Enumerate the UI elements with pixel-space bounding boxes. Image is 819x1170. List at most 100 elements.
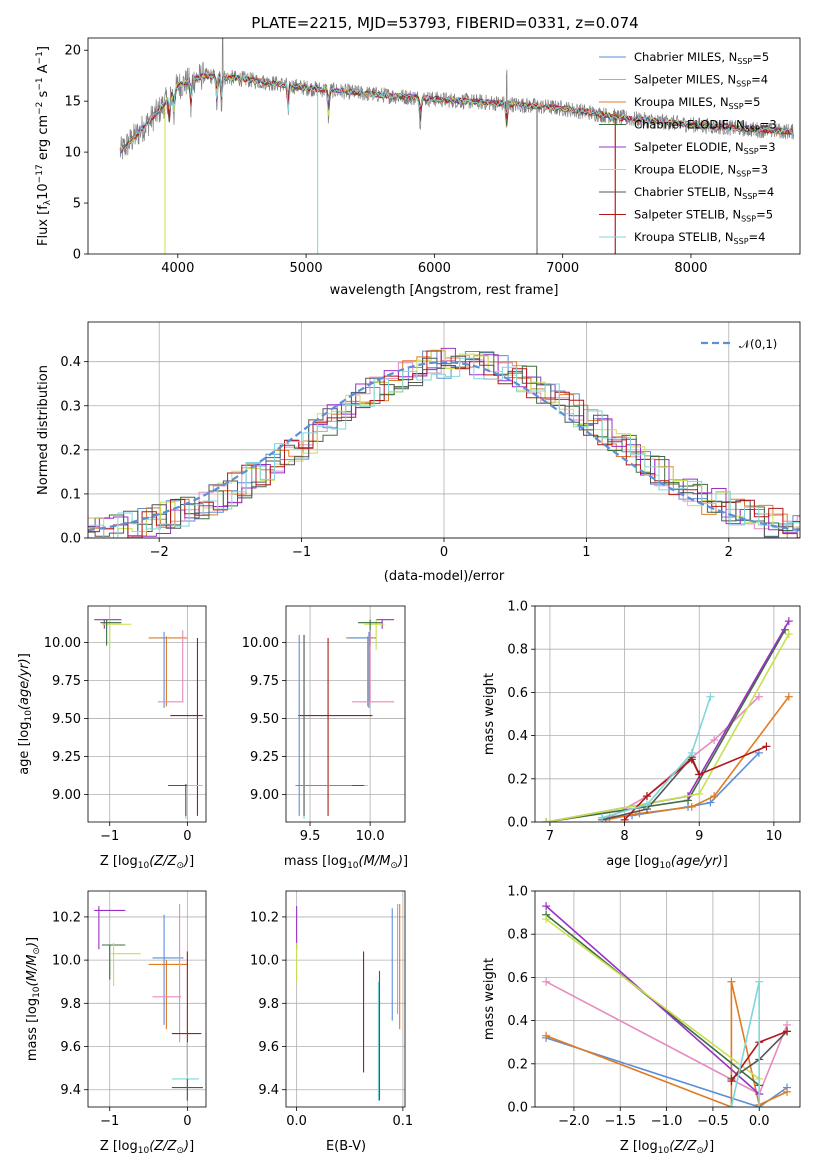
y-tick-label: 0.2 (60, 443, 81, 458)
x-tick-label: 0.0 (749, 1114, 770, 1129)
y-tick-label: 9.6 (60, 1040, 81, 1055)
axes-frame (87, 890, 207, 1108)
y-tick-label: 1.0 (507, 600, 528, 615)
y-tick-label: 0.0 (507, 816, 528, 831)
massweight-series-line (546, 620, 790, 822)
legend-entry: Kroupa ELODIE, NSSP=3 (634, 163, 768, 179)
legend-entry: Chabrier MILES, NSSP=5 (634, 50, 769, 66)
x-tick-label: −1 (100, 1114, 119, 1129)
y-tick-label: 0.2 (507, 772, 528, 787)
model-fit-line (122, 72, 793, 148)
y-tick-label: 9.00 (250, 788, 279, 803)
legend-entry: Kroupa MILES, NSSP=5 (634, 95, 760, 111)
y-tick-label: 10.00 (44, 636, 81, 651)
plot-mass-vs-ebv: 0.0 0.1 9.4 9.6 9.8 10.0 10.2 E(B-V) (250, 890, 414, 1154)
x-tick-label: −0.5 (697, 1114, 729, 1129)
x-tick-label: −1.0 (651, 1114, 683, 1129)
plot-area (94, 619, 203, 819)
x-tick-label: −2.0 (558, 1114, 590, 1129)
y-axis-label: mass [log10(M/M⊙)] (25, 937, 42, 1061)
plot-spectrum: 4000 5000 6000 7000 8000 0 5 10 15 20 wavelength [… (35, 37, 801, 298)
x-axis-label: wavelength [Angstrom, rest frame] (330, 283, 559, 298)
x-tick-label: −2 (150, 545, 169, 560)
plot-area (88, 347, 800, 538)
y-axis-label: mass weight (482, 673, 497, 755)
y-tick-label: 0.6 (507, 686, 528, 701)
x-tick-label: 0 (183, 1114, 191, 1129)
figure-title: PLATE=2215, MJD=53793, FIBERID=0331, z=0… (251, 14, 638, 32)
y-tick-label: 20 (64, 44, 81, 59)
y-tick-label: 0.4 (507, 729, 528, 744)
legend-entry: 𝒩(0,1) (739, 337, 777, 351)
x-axis-label: Z [log10(Z/Z⊙)] (100, 1139, 194, 1156)
x-tick-label: 10.0 (356, 829, 385, 844)
x-tick-label: 10 (766, 829, 783, 844)
x-tick-label: 5000 (290, 261, 323, 276)
x-tick-label: 0.0 (286, 1114, 307, 1129)
x-tick-label: −1 (292, 545, 311, 560)
plot-age-vs-mass: 9.5 10.0 9.00 9.25 9.50 9.75 10.00 mass [log10(… (242, 605, 408, 871)
y-tick-label: 9.75 (52, 674, 81, 689)
normal-reference-curve (88, 360, 800, 532)
massweight-series-line (545, 905, 760, 1095)
plot-massweight-vs-age: 7 8 9 10 0.0 0.2 0.4 0.6 0.8 1.0 age [log10(age/yr… (482, 600, 801, 871)
massweight-series-line (546, 629, 786, 822)
x-tick-label: 4000 (161, 261, 194, 276)
plot-area (542, 617, 793, 822)
plot-area (296, 903, 401, 1101)
y-tick-label: 0.8 (507, 928, 528, 943)
plot-area (542, 902, 792, 1107)
x-tick-label: 0.1 (393, 1114, 414, 1129)
x-tick-label: 8000 (674, 261, 707, 276)
x-axis-label: age [log10(age/yr)] (606, 854, 728, 871)
y-tick-label: 0.1 (60, 487, 81, 502)
y-tick-label: 1.0 (507, 885, 528, 900)
y-tick-label: 0.4 (60, 355, 81, 370)
plot-residuals: −2 −1 0 1 2 0.0 0.1 0.2 0.3 0.4 𝒩(0,1) (data-model)… (36, 321, 801, 584)
axes-frame (285, 890, 406, 1108)
y-axis-label: Flux [fλ10−17 erg cm−2 s−1 A−1] (35, 46, 53, 246)
axes-frame (285, 605, 406, 823)
x-tick-label: 2 (725, 545, 733, 560)
y-tick-label: 5 (73, 197, 81, 212)
residual-histogram (89, 357, 800, 538)
y-tick-label: 9.00 (52, 788, 81, 803)
residual-histogram (88, 350, 800, 538)
y-tick-label: 10.0 (52, 954, 81, 969)
y-tick-label: 0.8 (507, 643, 528, 658)
y-tick-label: 9.6 (258, 1040, 279, 1055)
axes-frame (534, 890, 801, 1108)
y-tick-label: 0.3 (60, 399, 81, 414)
y-tick-label: 9.8 (60, 997, 81, 1012)
y-tick-label: 9.4 (258, 1083, 279, 1098)
legend-entry: Chabrier STELIB, NSSP=4 (634, 185, 774, 201)
x-axis-label: Z [log10(Z/Z⊙)] (100, 854, 194, 871)
massweight-series-line (602, 755, 700, 821)
y-axis-label: age [log10(age/yr)] (17, 653, 34, 775)
residual-histogram (89, 349, 800, 538)
y-tick-label: 9.25 (52, 750, 81, 765)
y-tick-label: 0.6 (507, 971, 528, 986)
y-tick-label: 10.00 (242, 636, 279, 651)
legend-entry: Kroupa STELIB, NSSP=4 (634, 230, 765, 246)
y-tick-label: 10.0 (250, 954, 279, 969)
y-tick-label: 9.50 (52, 712, 81, 727)
axes-frame (87, 37, 801, 255)
massweight-series-line (546, 633, 790, 822)
y-tick-label: 9.25 (250, 750, 279, 765)
x-tick-label: 0 (183, 829, 191, 844)
x-tick-label: −1.5 (604, 1114, 636, 1129)
plot-age-vs-metallicity: −1 0 9.00 9.25 9.50 9.75 10.00 Z [log10(Z/Z⊙)] a… (17, 605, 207, 871)
x-axis-label: mass [log10(M/M⊙)] (284, 854, 408, 871)
y-tick-label: 0.0 (507, 1101, 528, 1116)
massweight-series-line (605, 696, 790, 821)
legend-entry: Salpeter ELODIE, NSSP=3 (634, 140, 776, 156)
y-tick-label: 0 (73, 248, 81, 263)
x-tick-label: 1 (582, 545, 590, 560)
y-tick-label: 0.4 (507, 1014, 528, 1029)
x-axis-label: (data-model)/error (384, 569, 505, 584)
legend-entry: Chabrier ELODIE, NSSP=3 (634, 118, 777, 134)
x-tick-label: 6000 (418, 261, 451, 276)
massweight-series-line (545, 918, 760, 1080)
